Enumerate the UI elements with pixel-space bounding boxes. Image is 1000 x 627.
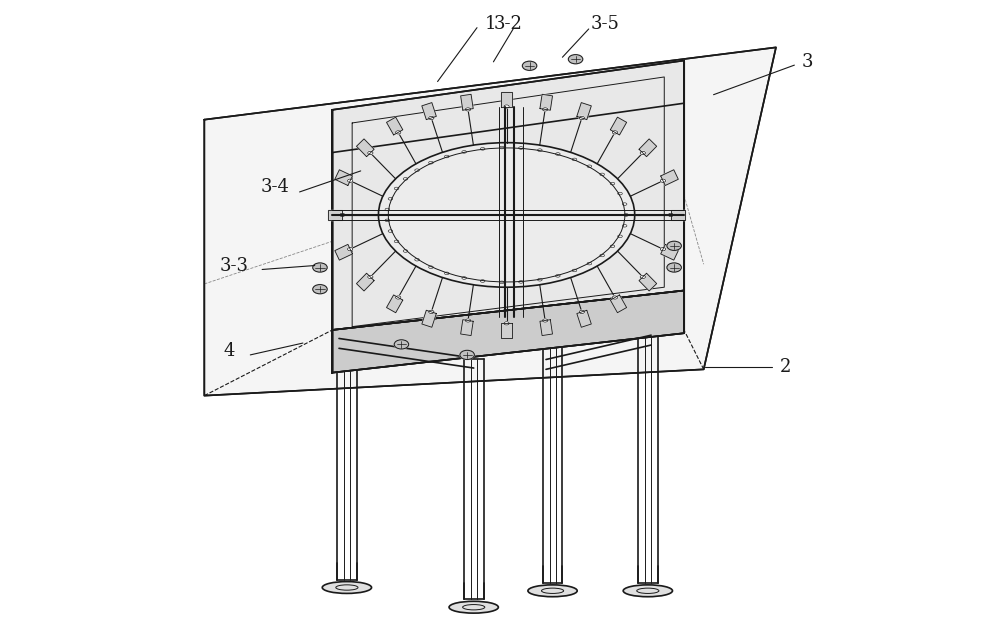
Polygon shape xyxy=(356,273,374,291)
Polygon shape xyxy=(610,295,627,313)
Ellipse shape xyxy=(368,151,373,155)
Ellipse shape xyxy=(660,179,666,182)
Text: 3: 3 xyxy=(802,53,813,71)
Text: 3-3: 3-3 xyxy=(219,256,248,275)
Ellipse shape xyxy=(396,130,401,134)
Polygon shape xyxy=(387,295,403,313)
Ellipse shape xyxy=(579,310,584,314)
Text: 4: 4 xyxy=(224,342,235,360)
Polygon shape xyxy=(461,94,473,110)
Ellipse shape xyxy=(378,143,635,287)
Polygon shape xyxy=(204,48,776,396)
Ellipse shape xyxy=(429,310,434,314)
Polygon shape xyxy=(639,139,657,157)
Text: 2: 2 xyxy=(780,359,792,376)
Ellipse shape xyxy=(579,117,584,120)
Polygon shape xyxy=(335,170,352,186)
Ellipse shape xyxy=(522,61,537,70)
Ellipse shape xyxy=(528,585,577,597)
Ellipse shape xyxy=(667,241,681,250)
Polygon shape xyxy=(661,245,678,260)
Ellipse shape xyxy=(348,248,353,251)
Polygon shape xyxy=(332,61,684,330)
Ellipse shape xyxy=(504,105,509,108)
Text: 3-5: 3-5 xyxy=(591,16,620,33)
Ellipse shape xyxy=(429,117,434,120)
Polygon shape xyxy=(387,117,403,135)
Ellipse shape xyxy=(348,179,353,182)
Ellipse shape xyxy=(465,108,471,111)
Ellipse shape xyxy=(543,108,548,111)
Ellipse shape xyxy=(640,275,645,278)
Ellipse shape xyxy=(543,319,548,322)
Polygon shape xyxy=(356,139,374,157)
Ellipse shape xyxy=(396,296,401,299)
Text: 1: 1 xyxy=(484,16,496,33)
Text: 3-2: 3-2 xyxy=(493,16,522,33)
Text: 3-4: 3-4 xyxy=(261,177,290,196)
Polygon shape xyxy=(610,117,627,135)
Ellipse shape xyxy=(465,319,471,322)
Polygon shape xyxy=(501,324,512,338)
Polygon shape xyxy=(422,103,436,120)
Ellipse shape xyxy=(460,350,474,359)
Ellipse shape xyxy=(449,601,498,613)
Ellipse shape xyxy=(612,296,618,299)
Ellipse shape xyxy=(340,213,345,216)
Polygon shape xyxy=(328,209,342,220)
Polygon shape xyxy=(332,290,684,372)
Ellipse shape xyxy=(394,340,409,349)
Ellipse shape xyxy=(313,263,327,272)
Polygon shape xyxy=(639,273,657,291)
Polygon shape xyxy=(540,94,552,110)
Polygon shape xyxy=(671,209,685,220)
Polygon shape xyxy=(335,245,352,260)
Polygon shape xyxy=(461,320,473,335)
Ellipse shape xyxy=(640,151,645,155)
Ellipse shape xyxy=(322,582,372,593)
Polygon shape xyxy=(540,320,552,335)
Ellipse shape xyxy=(504,322,509,325)
Ellipse shape xyxy=(612,130,618,134)
Ellipse shape xyxy=(667,263,681,272)
Ellipse shape xyxy=(313,285,327,294)
Ellipse shape xyxy=(660,248,666,251)
Polygon shape xyxy=(422,310,436,327)
Polygon shape xyxy=(661,170,678,186)
Ellipse shape xyxy=(368,275,373,278)
Ellipse shape xyxy=(623,585,672,597)
Ellipse shape xyxy=(568,55,583,64)
Ellipse shape xyxy=(668,213,673,216)
Polygon shape xyxy=(577,310,591,327)
Polygon shape xyxy=(501,92,512,107)
Polygon shape xyxy=(577,103,591,120)
